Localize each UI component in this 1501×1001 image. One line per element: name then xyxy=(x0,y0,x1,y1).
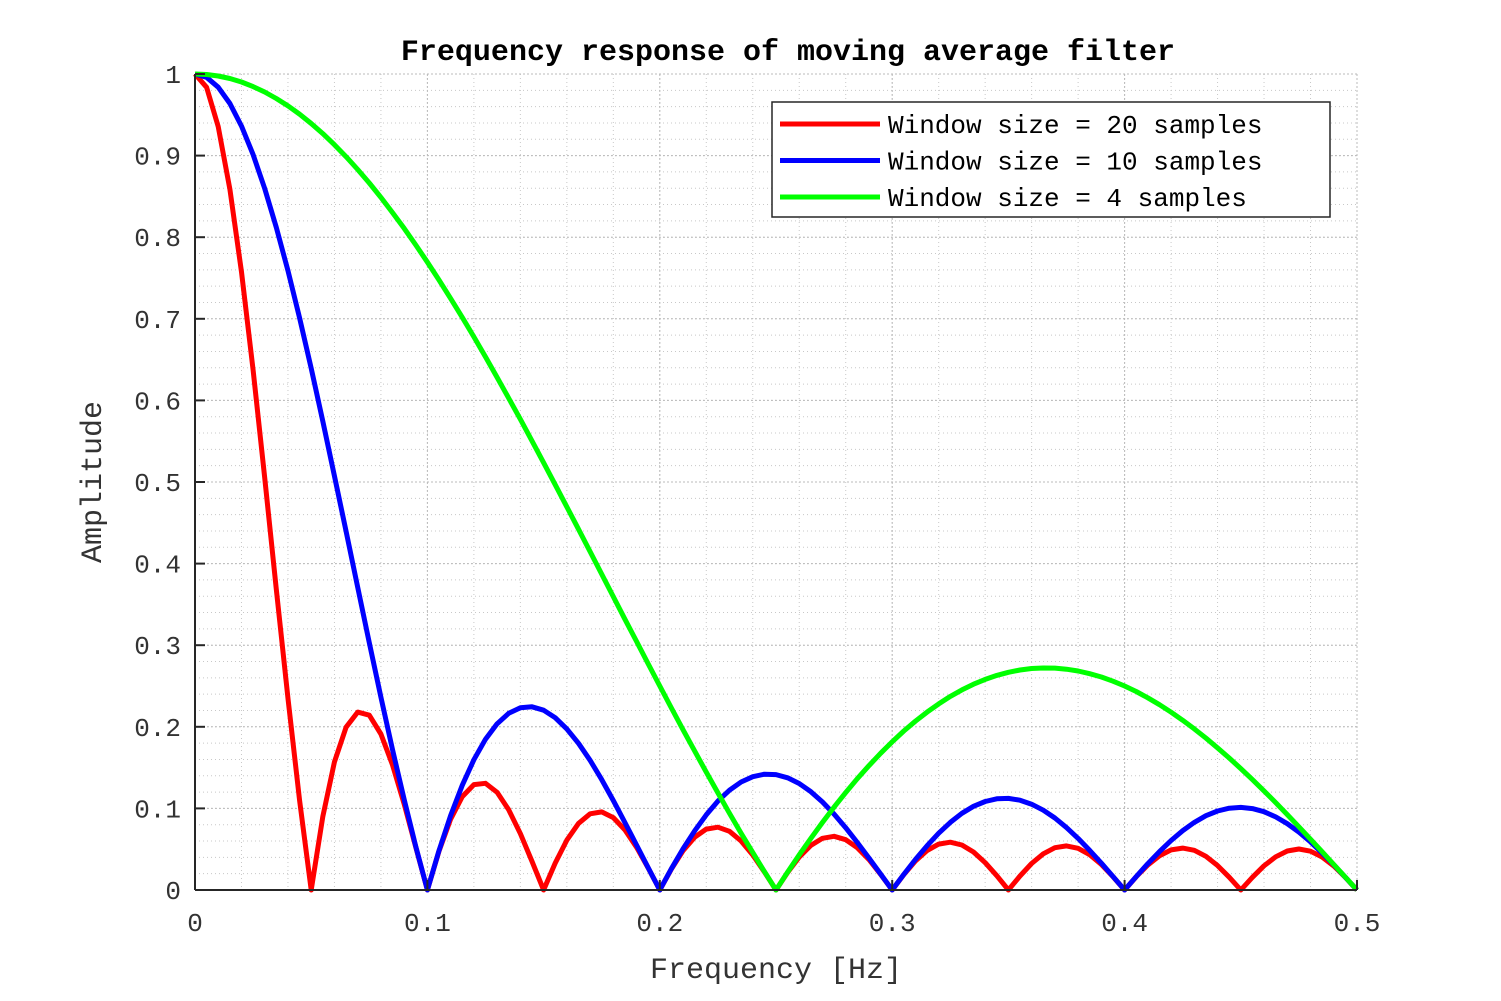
y-tick-label: 0.8 xyxy=(134,224,181,254)
y-tick-label: 0.1 xyxy=(134,795,181,825)
y-tick-label: 1 xyxy=(165,61,181,91)
tick-labels: 0 0.1 0.2 0.3 0.4 0.5 0 0.1 0.2 0.3 0.4 0.5 0.6 0.7 0.… xyxy=(134,61,1380,939)
grid xyxy=(195,73,1358,890)
legend-label-3: Window size = 4 samples xyxy=(888,184,1247,214)
y-tick-label: 0.9 xyxy=(134,143,181,173)
legend-label-2: Window size = 10 samples xyxy=(888,148,1262,178)
y-tick-label: 0.2 xyxy=(134,714,181,744)
y-tick-label: 0.7 xyxy=(134,306,181,336)
y-tick-label: 0.6 xyxy=(134,387,181,417)
x-tick-label: 0.5 xyxy=(1334,909,1381,939)
y-axis-label: Amplitude xyxy=(77,401,111,563)
x-tick-label: 0 xyxy=(187,909,203,939)
x-tick-label: 0.4 xyxy=(1101,909,1148,939)
legend: Window size = 20 samples Window size = 10… xyxy=(771,101,1331,218)
y-tick-label: 0 xyxy=(165,877,181,907)
series-line-2 xyxy=(194,71,1359,893)
x-tick-label: 0.2 xyxy=(636,909,683,939)
x-tick-label: 0.1 xyxy=(404,909,451,939)
x-tick-label: 0.3 xyxy=(869,909,916,939)
axes xyxy=(194,73,1358,891)
y-tick-label: 0.4 xyxy=(134,551,181,581)
legend-label-1: Window size = 20 samples xyxy=(888,111,1262,141)
y-tick-label: 0.3 xyxy=(134,632,181,662)
chart-title: Frequency response of moving average fil… xyxy=(401,36,1175,70)
y-tick-label: 0.5 xyxy=(134,469,181,499)
x-axis-label: Frequency [Hz] xyxy=(650,954,902,988)
